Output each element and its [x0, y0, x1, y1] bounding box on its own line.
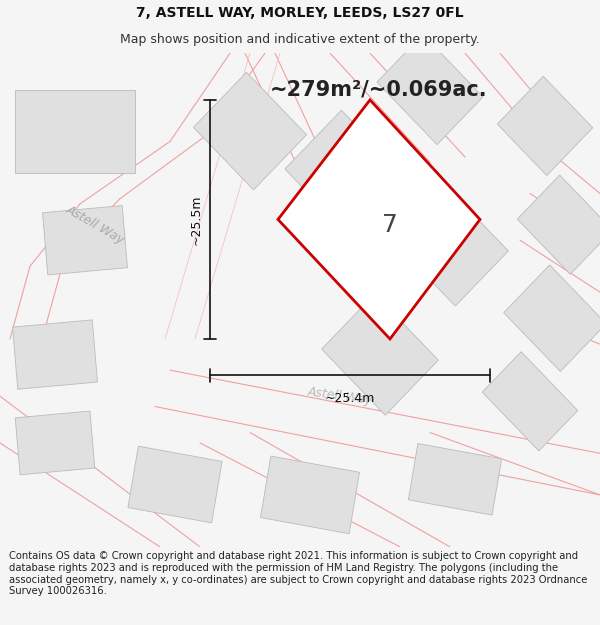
Text: ~25.5m: ~25.5m — [190, 194, 203, 245]
Polygon shape — [15, 411, 95, 475]
Polygon shape — [322, 294, 439, 415]
Polygon shape — [13, 320, 97, 389]
Polygon shape — [409, 444, 502, 515]
Polygon shape — [504, 265, 600, 371]
Polygon shape — [193, 72, 307, 190]
Polygon shape — [285, 110, 405, 235]
Polygon shape — [517, 175, 600, 274]
Text: ~279m²/~0.069ac.: ~279m²/~0.069ac. — [270, 79, 488, 99]
Text: Astell Way: Astell Way — [307, 385, 373, 407]
Text: Map shows position and indicative extent of the property.: Map shows position and indicative extent… — [120, 33, 480, 46]
Text: Contains OS data © Crown copyright and database right 2021. This information is : Contains OS data © Crown copyright and d… — [9, 551, 587, 596]
Polygon shape — [497, 76, 593, 176]
Text: ~25.4m: ~25.4m — [325, 392, 375, 405]
Text: 7: 7 — [382, 213, 397, 237]
Polygon shape — [482, 352, 578, 451]
Polygon shape — [392, 185, 508, 306]
Text: 7, ASTELL WAY, MORLEY, LEEDS, LS27 0FL: 7, ASTELL WAY, MORLEY, LEEDS, LS27 0FL — [136, 6, 464, 20]
Polygon shape — [15, 89, 135, 172]
Text: Astell Way: Astell Way — [64, 202, 127, 247]
Polygon shape — [260, 456, 359, 534]
Polygon shape — [377, 34, 483, 144]
Polygon shape — [278, 100, 480, 339]
Polygon shape — [43, 206, 127, 275]
Polygon shape — [128, 446, 222, 523]
